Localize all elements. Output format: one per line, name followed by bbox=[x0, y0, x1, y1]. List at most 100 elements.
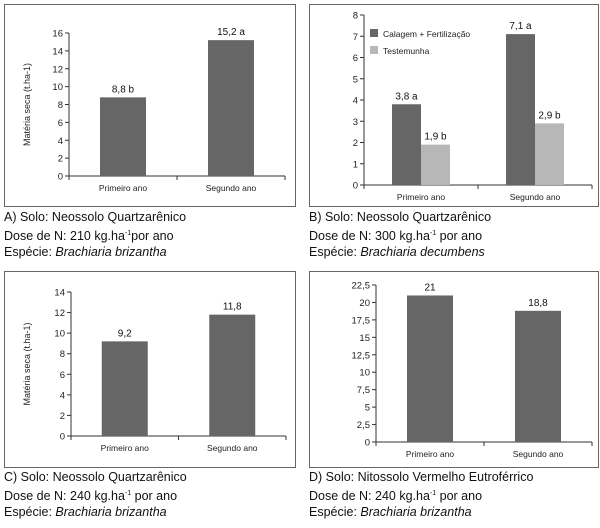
x-tick-label: Primeiro ano bbox=[101, 443, 149, 453]
caption-a-dose-post: por ano bbox=[131, 228, 174, 243]
caption-c-dose-text: Dose de N: 240 kg.ha bbox=[4, 488, 125, 503]
caption-d-dose-post: por ano bbox=[436, 488, 483, 503]
x-tick-label: Primeiro ano bbox=[397, 192, 445, 202]
y-tick-label: 12,5 bbox=[352, 350, 371, 361]
caption-b-especie: Espécie: Brachiaria decumbens bbox=[309, 244, 491, 261]
y-tick-label: 22,5 bbox=[352, 281, 371, 292]
legend-label: Testemunha bbox=[383, 46, 430, 56]
caption-c-solo: C) Solo: Neossolo Quartzarênico bbox=[4, 470, 187, 484]
y-tick-label: 6 bbox=[58, 118, 63, 129]
caption-c-especie-label: Espécie: bbox=[4, 505, 56, 519]
chart-c: 0 2 4 6 8 10 12 14 Primeiro ano Segundo ano 9,2 11,… bbox=[22, 288, 287, 453]
caption-b-dose-post: por ano bbox=[436, 228, 483, 243]
caption-a-especie: Espécie: Brachiaria brizantha bbox=[4, 244, 186, 261]
y-tick-label: 15 bbox=[359, 333, 370, 344]
caption-d: D) Solo: Nitossolo Vermelho Eutroférrico… bbox=[309, 469, 533, 521]
chart-panel-d: 0 2,5 5 7,5 10 12,5 15 17,5 20 22,5 Primeiro ano Se… bbox=[309, 271, 599, 468]
caption-c-dose: Dose de N: 240 kg.ha-1 por ano bbox=[4, 486, 187, 505]
x-tick-label: Segundo ano bbox=[513, 449, 564, 459]
y-tick-label: 12 bbox=[52, 64, 63, 75]
y-tick-label: 5 bbox=[353, 74, 358, 85]
y-tick-label: 14 bbox=[54, 288, 65, 299]
y-tick-label: 1 bbox=[353, 159, 358, 170]
caption-b-dose-sup: -1 bbox=[429, 229, 437, 237]
y-tick-label: 2,5 bbox=[357, 420, 370, 431]
chart-panel-c: 0 2 4 6 8 10 12 14 Primeiro ano Segundo ano 9,2 11,… bbox=[4, 271, 296, 468]
bar bbox=[209, 314, 256, 436]
y-tick-label: 12 bbox=[54, 308, 65, 319]
data-label: 9,2 bbox=[118, 328, 132, 339]
chart-d: 0 2,5 5 7,5 10 12,5 15 17,5 20 22,5 Primeiro ano Se… bbox=[352, 281, 593, 459]
caption-b-especie-label: Espécie: bbox=[309, 245, 361, 259]
y-tick-label: 7 bbox=[353, 32, 358, 43]
bar bbox=[101, 341, 148, 436]
y-tick-label: 8 bbox=[353, 11, 358, 22]
y-tick-label: 6 bbox=[353, 53, 358, 64]
bar bbox=[515, 310, 561, 442]
y-tick-label: 0 bbox=[365, 438, 370, 449]
y-tick-label: 0 bbox=[58, 172, 63, 183]
y-tick-label: 0 bbox=[353, 181, 358, 192]
y-tick-label: 8 bbox=[60, 349, 65, 360]
caption-b-dose-text: Dose de N: 300 kg.ha bbox=[309, 228, 430, 243]
data-label: 11,8 bbox=[223, 302, 242, 313]
y-axis-title: Matéria seca (t.ha-1) bbox=[22, 322, 32, 405]
caption-b: B) Solo: Neossolo Quartzarênico Dose de … bbox=[309, 209, 491, 261]
caption-c-dose-post: por ano bbox=[131, 488, 178, 503]
caption-a-dose: Dose de N: 210 kg.ha-1por ano bbox=[4, 226, 186, 245]
y-tick-label: 14 bbox=[52, 46, 63, 57]
y-tick-label: 17,5 bbox=[352, 315, 371, 326]
bar bbox=[421, 144, 450, 185]
x-tick-label: Primeiro ano bbox=[99, 183, 147, 193]
x-tick-label: Segundo ano bbox=[207, 443, 258, 453]
caption-c-dose-sup: -1 bbox=[124, 489, 132, 497]
bar bbox=[208, 40, 254, 177]
y-tick-label: 2 bbox=[353, 138, 358, 149]
y-tick-label: 10 bbox=[52, 82, 63, 93]
caption-c: C) Solo: Neossolo Quartzarênico Dose de … bbox=[4, 469, 187, 521]
y-tick-label: 20 bbox=[359, 298, 370, 309]
y-tick-label: 10 bbox=[359, 368, 370, 379]
caption-b-especie-name: Brachiaria decumbens bbox=[360, 245, 485, 259]
data-label: 15,2 a bbox=[217, 27, 245, 38]
caption-b-solo: B) Solo: Neossolo Quartzarênico bbox=[309, 210, 492, 224]
data-label: 1,9 b bbox=[424, 132, 447, 143]
caption-d-solo: D) Solo: Nitossolo Vermelho Eutroférrico bbox=[309, 470, 534, 484]
x-tick-label: Segundo ano bbox=[510, 192, 561, 202]
caption-d-dose-text: Dose de N: 240 kg.ha bbox=[309, 488, 430, 503]
caption-a-solo: A) Solo: Neossolo Quartzarênico bbox=[4, 210, 187, 224]
caption-a-dose-text: Dose de N: 210 kg.ha bbox=[4, 228, 125, 243]
caption-c-especie-name: Brachiaria brizantha bbox=[55, 505, 167, 519]
y-tick-label: 10 bbox=[54, 329, 65, 340]
caption-d-especie-label: Espécie: bbox=[309, 505, 361, 519]
x-tick-label: Primeiro ano bbox=[406, 449, 454, 459]
y-tick-label: 0 bbox=[60, 432, 65, 443]
y-tick-label: 7,5 bbox=[357, 385, 370, 396]
caption-a-especie-name: Brachiaria brizantha bbox=[55, 245, 167, 259]
data-label: 7,1 a bbox=[509, 21, 532, 32]
data-label: 8,8 b bbox=[112, 84, 135, 95]
bar bbox=[535, 123, 564, 185]
bar bbox=[100, 97, 146, 176]
data-label: 18,8 bbox=[528, 298, 548, 309]
x-tick-label: Segundo ano bbox=[206, 183, 257, 193]
y-tick-label: 3 bbox=[353, 117, 358, 128]
legend-label: Calagem + Fertilização bbox=[383, 29, 470, 39]
chart-panel-b: 0 1 2 3 4 5 6 7 8 Primeiro ano Segundo ano 3,8 a 7,1… bbox=[309, 4, 599, 207]
y-tick-label: 8 bbox=[58, 100, 63, 111]
caption-a-dose-sup: -1 bbox=[124, 229, 132, 237]
caption-d-especie-name: Brachiaria brizantha bbox=[360, 505, 472, 519]
chart-a: 0 2 4 6 8 10 12 14 16 Primeiro ano Segundo ano 8,8 … bbox=[22, 27, 286, 193]
caption-a: A) Solo: Neossolo Quartzarênico Dose de … bbox=[4, 209, 186, 261]
y-tick-label: 4 bbox=[58, 136, 63, 147]
y-tick-label: 6 bbox=[60, 370, 65, 381]
caption-d-especie: Espécie: Brachiaria brizantha bbox=[309, 504, 533, 521]
y-tick-label: 2 bbox=[58, 154, 63, 165]
caption-c-especie: Espécie: Brachiaria brizantha bbox=[4, 504, 187, 521]
caption-d-dose-sup: -1 bbox=[429, 489, 437, 497]
bar bbox=[506, 34, 535, 185]
caption-a-especie-label: Espécie: bbox=[4, 245, 56, 259]
y-tick-label: 5 bbox=[365, 403, 370, 414]
y-tick-label: 2 bbox=[60, 411, 65, 422]
data-label: 3,8 a bbox=[395, 91, 418, 102]
